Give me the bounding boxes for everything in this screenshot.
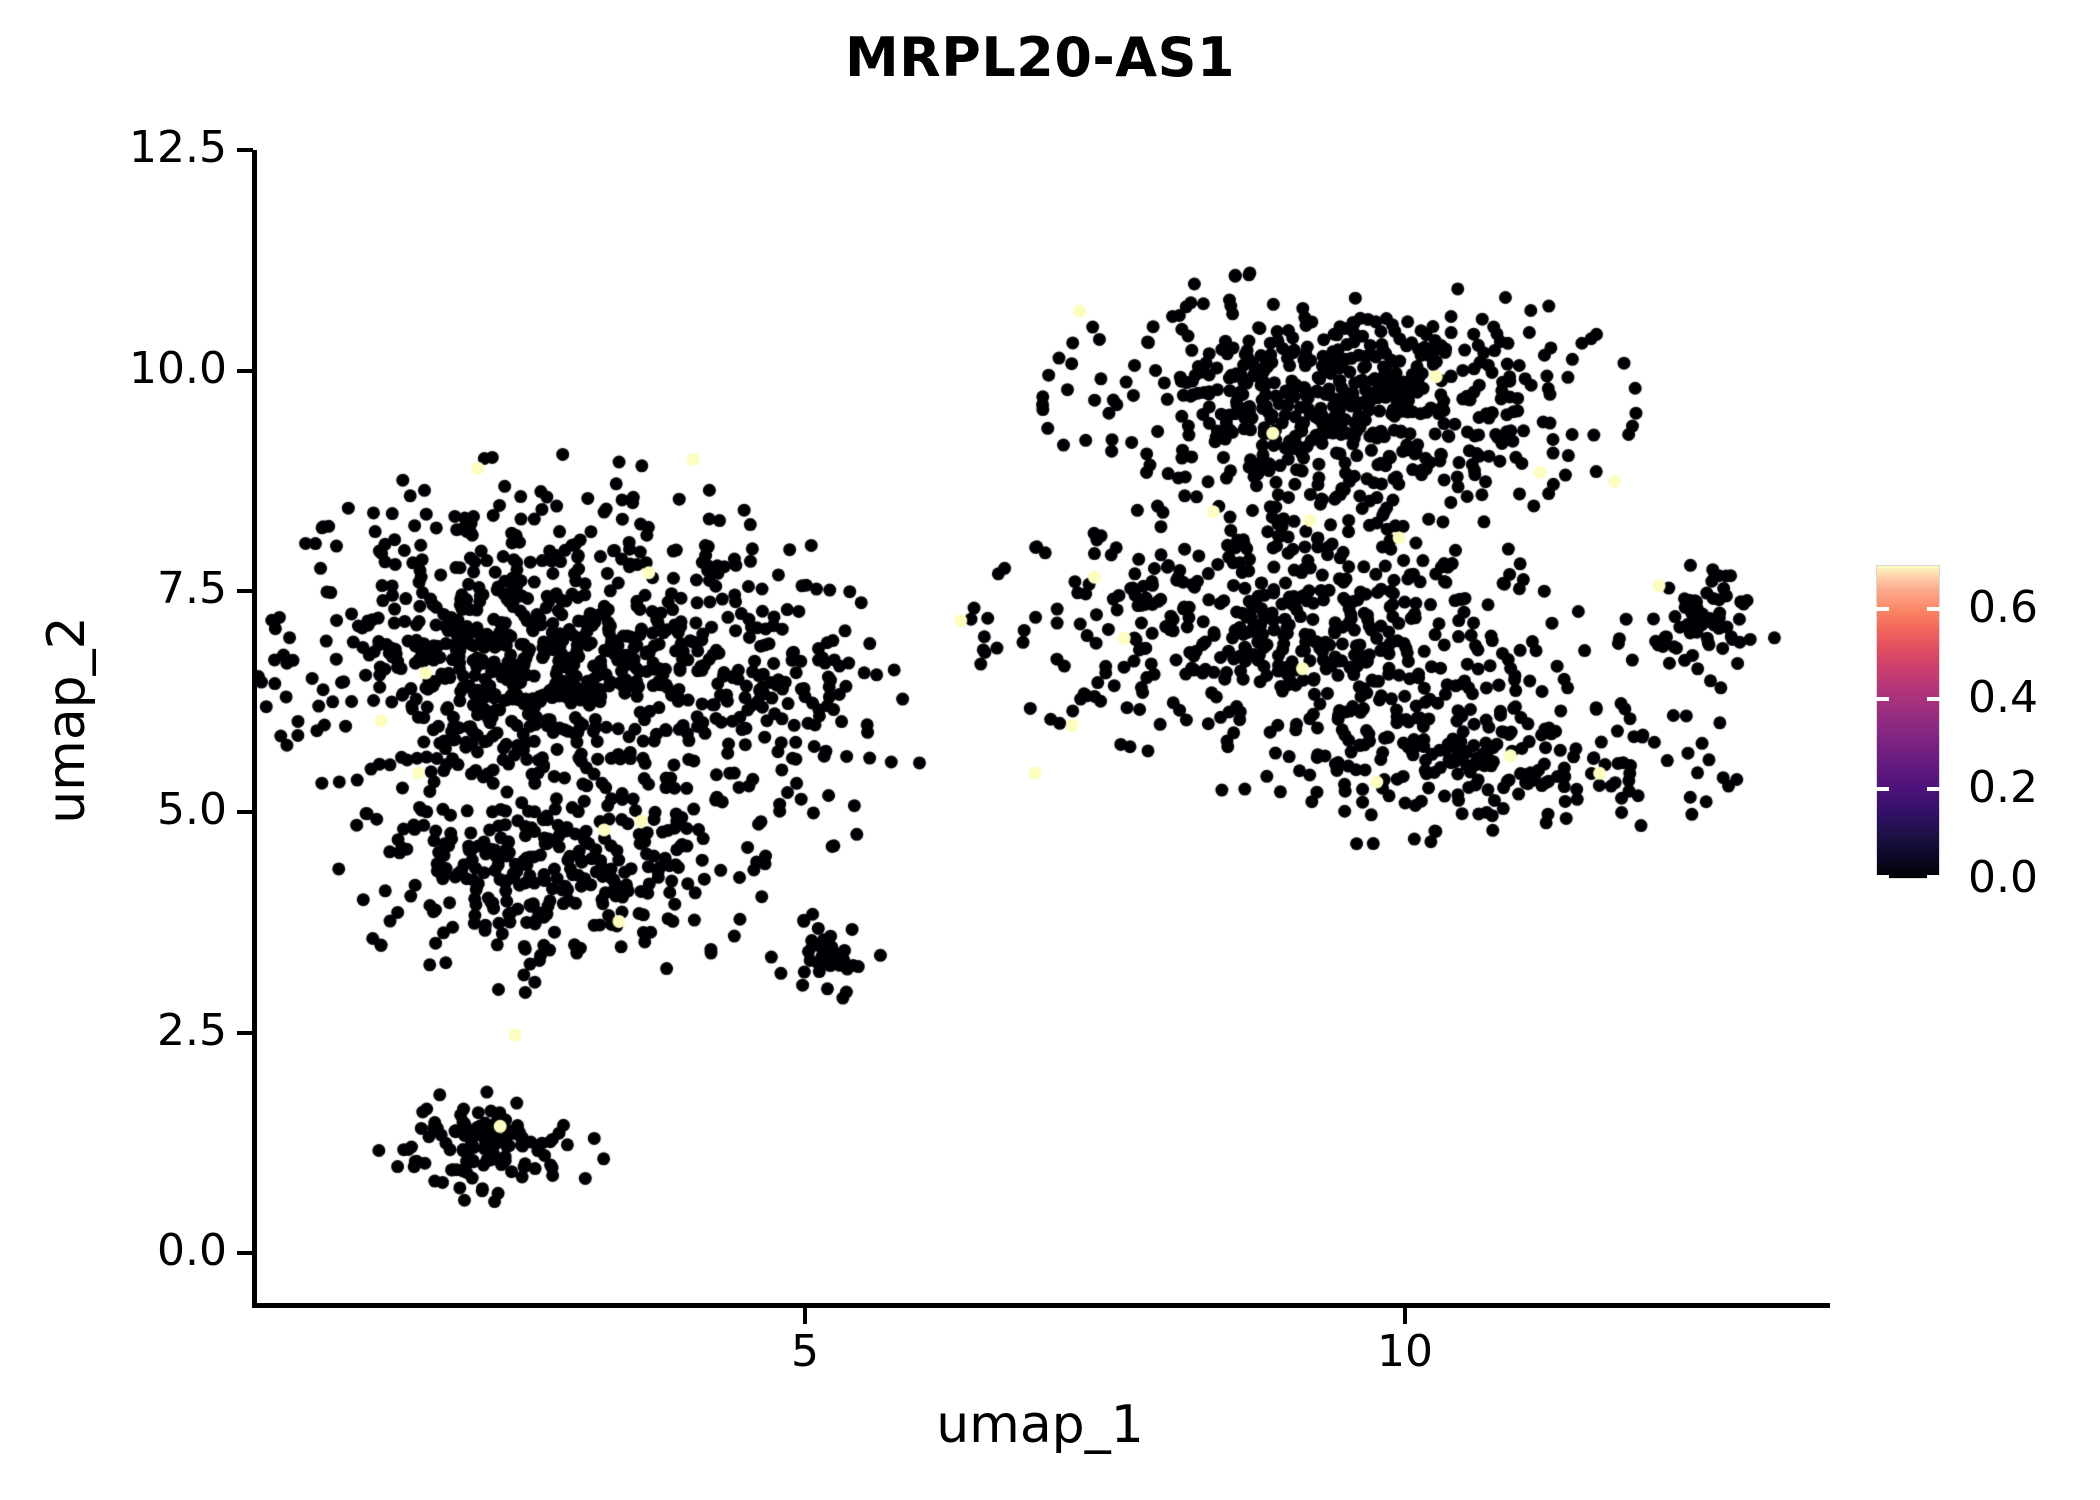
scatter-points-canvas xyxy=(255,150,1830,1305)
x-tick-label-5: 5 xyxy=(791,1326,819,1377)
chart-title: MRPL20-AS1 xyxy=(844,26,1236,89)
colorbar-tick-0.6-left xyxy=(1876,607,1889,611)
y-tick-label-10.0: 10.0 xyxy=(129,343,227,394)
y-tick-mark-5.0 xyxy=(237,810,253,814)
colorbar-tick-0.0-right xyxy=(1927,875,1940,879)
y-tick-label-12.5: 12.5 xyxy=(129,122,227,173)
y-tick-mark-12.5 xyxy=(237,148,253,152)
y-axis-label: umap_2 xyxy=(37,616,97,824)
scatter-plot-area xyxy=(255,150,1830,1305)
x-axis-label: umap_1 xyxy=(936,1395,1144,1455)
y-tick-mark-10.0 xyxy=(237,369,253,373)
y-axis-spine xyxy=(252,150,257,1308)
colorbar-label-0.6: 0.6 xyxy=(1968,582,2038,633)
colorbar-gradient xyxy=(1876,565,1940,879)
y-tick-mark-7.5 xyxy=(237,589,253,593)
x-tick-mark-5 xyxy=(803,1308,807,1324)
y-tick-mark-2.5 xyxy=(237,1031,253,1035)
x-axis-spine xyxy=(252,1303,1830,1308)
colorbar-tick-0.4-left xyxy=(1876,697,1889,701)
y-tick-label-7.5: 7.5 xyxy=(157,563,227,614)
y-tick-label-2.5: 2.5 xyxy=(157,1005,227,1056)
colorbar-label-0.4: 0.4 xyxy=(1968,672,2038,723)
colorbar-tick-0.2-right xyxy=(1927,787,1940,791)
colorbar-label-0.2: 0.2 xyxy=(1968,762,2038,813)
colorbar-label-0.0: 0.0 xyxy=(1968,852,2038,903)
colorbar xyxy=(1876,565,1940,879)
colorbar-tick-0.2-left xyxy=(1876,787,1889,791)
colorbar-tick-0.0-left xyxy=(1876,875,1889,879)
y-tick-mark-0.0 xyxy=(237,1251,253,1255)
x-tick-mark-10 xyxy=(1403,1308,1407,1324)
colorbar-tick-0.4-right xyxy=(1927,697,1940,701)
x-tick-label-10: 10 xyxy=(1377,1326,1433,1377)
y-tick-label-0.0: 0.0 xyxy=(157,1225,227,1276)
colorbar-tick-0.6-right xyxy=(1927,607,1940,611)
y-tick-label-5.0: 5.0 xyxy=(157,784,227,835)
